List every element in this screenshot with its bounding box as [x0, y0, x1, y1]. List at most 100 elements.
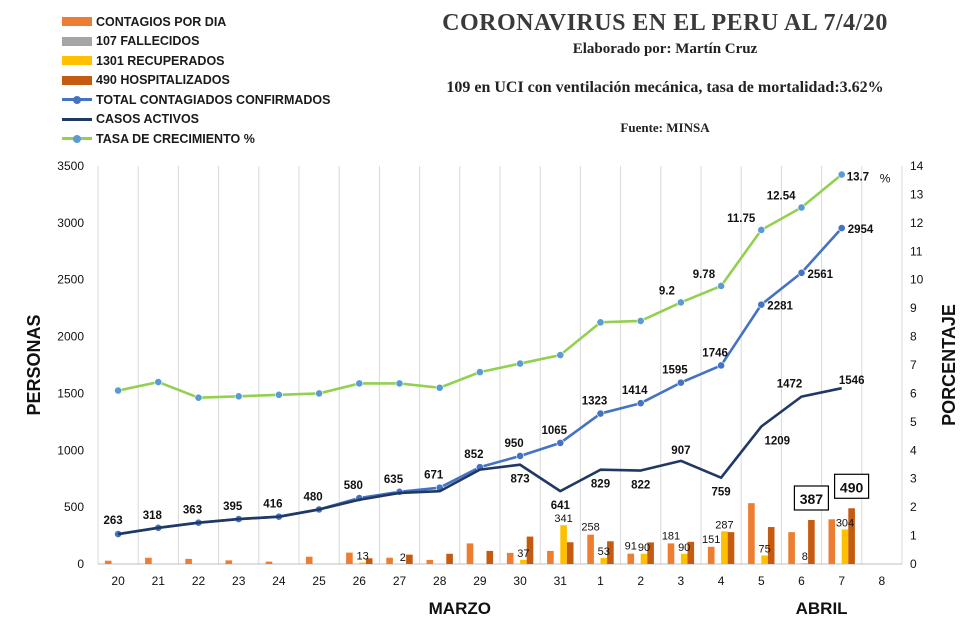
data-label-active: 1472 [777, 379, 803, 391]
series-line-active [117, 386, 842, 536]
data-label-total: 263 [104, 515, 123, 527]
bar-daily [788, 532, 795, 564]
y-tick-label: 2000 [57, 330, 84, 344]
x-tick-label: 30 [513, 574, 527, 588]
data-label-total: 580 [344, 480, 363, 492]
data-label-hospitalized: 490 [840, 479, 864, 495]
bar-hospitalized [406, 554, 413, 564]
point-growth [234, 392, 243, 401]
x-tick-label: 4 [718, 574, 725, 588]
legend-item-growth: TASA DE CRECIMIENTO % [62, 129, 331, 149]
data-label-daily: 91 [625, 541, 637, 553]
x-tick-label: 29 [473, 574, 487, 588]
y2-axis-title: PORCENTAJE [939, 304, 959, 426]
bar-daily [748, 503, 755, 564]
data-label-box-hospitalized [833, 473, 870, 499]
bar-hospitalized [486, 550, 494, 564]
legend-item-total: TOTAL CONTAGIADOS CONFIRMADOS [62, 90, 331, 110]
bar-daily [426, 559, 434, 564]
bar-hospitalized [566, 542, 574, 564]
data-label-total: 950 [505, 438, 524, 450]
bar-daily [305, 556, 313, 564]
bar-daily [828, 519, 836, 564]
x-tick-label: 26 [353, 574, 367, 588]
legend-swatch-growth [62, 134, 92, 144]
legend-label-active: CASOS ACTIVOS [96, 112, 200, 127]
bar-recovered [520, 559, 527, 564]
data-label-growth: 9.2 [659, 285, 675, 297]
y2-tick-label: 8 [910, 330, 917, 344]
data-label-hospitalized: 387 [800, 491, 824, 507]
data-label-total: 671 [424, 470, 444, 482]
bar-daily [466, 543, 474, 564]
chart-subtitle: Elaborado por: Martín Cruz [572, 41, 758, 57]
legend-item-deaths: 107 FALLECIDOS [62, 32, 331, 52]
data-label-total: 635 [384, 474, 404, 486]
data-label-recovered: 37 [517, 548, 529, 560]
data-label-active: 907 [671, 445, 690, 457]
legend-swatch-deaths [62, 36, 92, 46]
data-label-daily: 181 [662, 530, 680, 542]
x-tick-label: 5 [758, 574, 765, 588]
point-growth [355, 379, 364, 388]
y2-tick-label: 11 [910, 244, 923, 258]
data-label-total: 852 [464, 449, 483, 461]
bar-hospitalized [767, 527, 775, 564]
point-total [677, 378, 685, 387]
bar-daily [667, 543, 675, 564]
legend-label-growth: TASA DE CRECIMIENTO % [96, 131, 255, 146]
chart-legend: CONTAGIOS POR DIA 107 FALLECIDOS 1301 RE… [62, 12, 331, 149]
data-label-growth: 9.78 [693, 269, 716, 281]
point-growth [274, 390, 283, 399]
legend-swatch-total [62, 95, 92, 105]
y-tick-label: 2500 [57, 273, 84, 287]
data-label-total: 1746 [702, 347, 728, 359]
point-growth [154, 378, 163, 386]
legend-swatch-active [62, 114, 92, 124]
data-label-total: 318 [143, 510, 163, 522]
point-total [837, 224, 846, 232]
x-tick-label: 22 [192, 574, 206, 588]
point-total [556, 438, 565, 447]
data-label-total: 1323 [582, 396, 608, 408]
y2-tick-label: 13 [910, 187, 924, 201]
data-label-active: 829 [591, 479, 610, 491]
bar-daily [547, 550, 554, 564]
legend-item-active: CASOS ACTIVOS [62, 110, 331, 130]
bar-recovered [600, 557, 608, 564]
bar-daily [225, 560, 233, 564]
x-tick-label: 25 [312, 574, 326, 588]
data-label-recovered: 90 [678, 542, 690, 554]
legend-swatch-daily [62, 17, 92, 27]
data-label-total: 2954 [848, 224, 874, 236]
data-label-recovered: 90 [638, 542, 650, 554]
data-label-total: 1595 [662, 365, 688, 377]
x-tick-label: 24 [272, 574, 286, 588]
bar-daily [346, 552, 353, 564]
bar-hospitalized [687, 541, 695, 564]
data-label-active: 759 [712, 487, 731, 499]
bar-recovered [761, 555, 768, 564]
point-total [717, 361, 725, 370]
legend-swatch-hospitalized [62, 75, 92, 85]
bar-recovered [359, 562, 366, 564]
point-total [516, 452, 524, 460]
bar-hospitalized [647, 542, 654, 564]
x-tick-label: 6 [798, 574, 805, 588]
y2-tick-label: 5 [910, 415, 917, 429]
x-tick-label: 31 [554, 574, 568, 588]
y-tick-label: 1000 [57, 443, 84, 457]
bar-daily [506, 552, 514, 564]
legend-item-daily: CONTAGIOS POR DIA [62, 12, 331, 32]
point-growth [596, 318, 605, 327]
y-tick-label: 3500 [57, 159, 84, 173]
y-tick-label: 3000 [57, 216, 84, 230]
x-tick-label: 27 [393, 574, 407, 588]
bar-hospitalized [808, 519, 815, 564]
point-growth [315, 389, 323, 398]
data-label-growth-unit: % [880, 172, 891, 186]
data-label-daily: 258 [581, 522, 599, 534]
point-growth [114, 386, 122, 395]
bar-hospitalized [526, 536, 534, 564]
